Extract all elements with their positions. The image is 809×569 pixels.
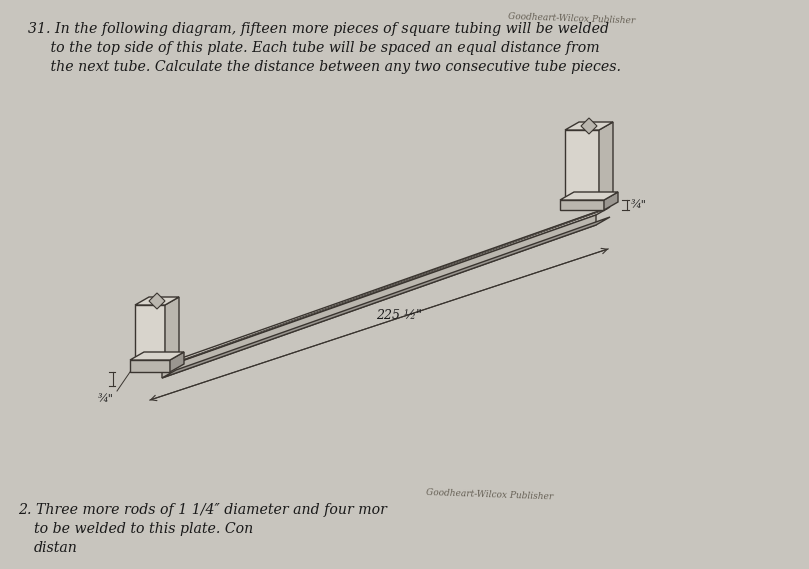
Polygon shape [560,192,618,200]
Polygon shape [162,217,610,378]
Polygon shape [560,200,604,210]
Text: 2. Three more rods of 1 1/4″ diameter and four mor: 2. Three more rods of 1 1/4″ diameter an… [18,503,387,517]
Polygon shape [149,293,165,309]
Polygon shape [130,352,184,360]
Polygon shape [162,207,610,368]
Text: Goodheart-Wilcox Publisher: Goodheart-Wilcox Publisher [426,488,553,501]
Polygon shape [581,118,597,134]
Polygon shape [604,192,618,210]
Text: ¾": ¾" [98,394,114,404]
Polygon shape [565,122,613,130]
Polygon shape [565,130,599,200]
Polygon shape [135,305,165,360]
Polygon shape [162,215,596,378]
Text: Goodheart-Wilcox Publisher: Goodheart-Wilcox Publisher [508,12,636,26]
Text: to be welded to this plate. Con: to be welded to this plate. Con [34,522,253,536]
Polygon shape [165,297,179,360]
Polygon shape [599,122,613,200]
Text: distan: distan [34,541,78,555]
Text: 225 ½": 225 ½" [376,308,422,321]
Polygon shape [130,360,170,372]
Text: ¾": ¾" [631,200,647,210]
Text: 31. In the following diagram, fifteen more pieces of square tubing will be welde: 31. In the following diagram, fifteen mo… [28,22,621,74]
Polygon shape [170,352,184,372]
Polygon shape [135,297,179,305]
